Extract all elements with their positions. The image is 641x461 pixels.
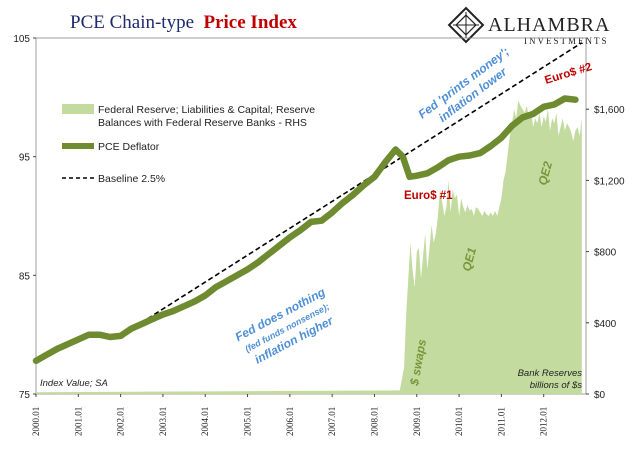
series-reserves-area <box>36 100 582 395</box>
logo-name: ALHAMBRA <box>488 14 610 36</box>
y-left-axis: 75 85 95 105 <box>13 34 36 401</box>
y-left-tick-label: 95 <box>19 153 31 164</box>
legend: Federal Reserve; Liabilities & Capital; … <box>62 104 315 185</box>
legend-label-reserves-line1: Federal Reserve; Liabilities & Capital; … <box>98 104 315 116</box>
legend-label-reserves-line2: Balances with Federal Reserve Banks - RH… <box>98 117 307 129</box>
x-tick-label: 2009.01 <box>412 407 422 436</box>
x-tick-label: 2006.01 <box>285 407 295 436</box>
annotation-euro1: Euro$ #1 <box>404 190 453 202</box>
legend-label-reserves: Federal Reserve; Liabilities & Capital; … <box>98 104 315 129</box>
annotation-qe2: QE2 <box>535 160 555 187</box>
x-tick-label: 2008.01 <box>369 407 379 436</box>
series-baseline-line <box>120 42 583 337</box>
y-right-tick-label: $1,200 <box>594 176 625 187</box>
annotation-qe1: QE1 <box>459 246 479 273</box>
x-tick-label: 2011.01 <box>496 407 506 436</box>
legend-label-baseline: Baseline 2.5% <box>98 173 165 185</box>
logo-subtitle: INVESTMENTS <box>524 36 609 46</box>
left-axis-note: Index Value; SA <box>40 378 108 389</box>
x-tick-label: 2004.01 <box>200 407 210 436</box>
chart-title-part1: PCE Chain-type <box>70 12 194 33</box>
y-right-tick-label: $0 <box>594 390 606 401</box>
x-tick-label: 2002.01 <box>116 407 126 436</box>
right-axis-note-line2: billions of $s <box>530 380 583 391</box>
annotation-fed-nothing: Fed does nothing (fed funds nonsense); i… <box>233 285 337 367</box>
legend-label-pce: PCE Deflator <box>98 141 160 153</box>
y-left-tick-label: 85 <box>19 271 31 282</box>
alhambra-logo: ALHAMBRA INVESTMENTS <box>447 6 610 46</box>
y-right-tick-label: $400 <box>594 319 617 330</box>
x-tick-label: 2005.01 <box>243 407 253 436</box>
x-tick-label: 2010.01 <box>454 407 464 436</box>
y-right-tick-label: $1,600 <box>594 105 625 116</box>
y-left-tick-label: 105 <box>13 34 30 45</box>
y-right-axis: $0 $400 $800 $1,200 $1,600 <box>586 105 625 401</box>
chart-title: PCE Chain-type Price Index <box>70 12 297 33</box>
y-right-tick-label: $800 <box>594 248 617 259</box>
x-axis: 2000.01 2001.01 2002.01 2003.01 2004.01 2005.… <box>31 394 549 436</box>
right-axis-note-line1: Bank Reserves <box>518 368 583 379</box>
x-tick-label: 2003.01 <box>158 407 168 436</box>
x-tick-label: 2007.01 <box>327 407 337 436</box>
legend-swatch-reserves <box>62 104 94 114</box>
x-tick-label: 2000.01 <box>31 407 41 436</box>
series-pce-line <box>32 95 579 365</box>
y-left-tick-label: 75 <box>19 390 31 401</box>
logo-diamond-icon <box>447 6 485 44</box>
x-tick-label: 2001.01 <box>73 407 83 436</box>
chart-title-part2: Price Index <box>203 12 297 33</box>
annotation-fed-prints: Fed 'prints money'; inflation lower <box>416 44 512 125</box>
x-tick-label: 2012.01 <box>539 407 549 436</box>
